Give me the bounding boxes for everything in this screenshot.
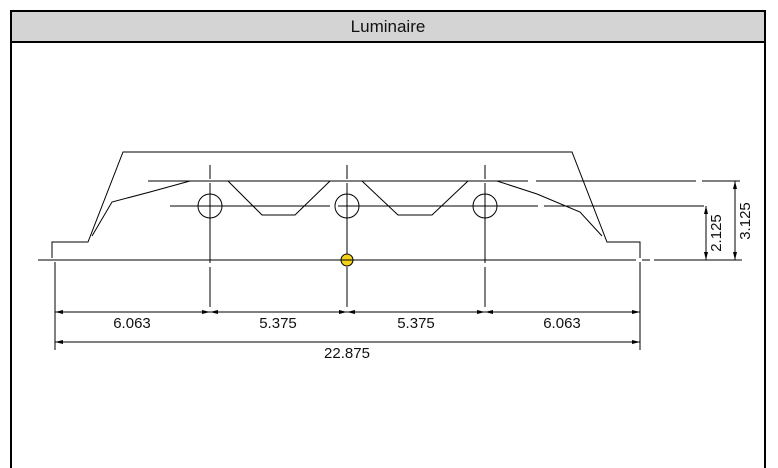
dimension-arrows (55, 181, 737, 344)
housing-outline (51, 151, 641, 258)
overall-width-label: 22.875 (324, 345, 370, 362)
bay-3-label: 5.375 (397, 315, 435, 332)
origin-marker (340, 253, 354, 267)
bay-1-label: 6.063 (113, 315, 151, 332)
panel-title: Luminaire (12, 12, 764, 43)
height-upper-label: 3.125 (737, 202, 754, 240)
bay-4-label: 6.063 (543, 315, 581, 332)
height-lower-label: 2.125 (708, 214, 725, 252)
bay-2-label: 5.375 (259, 315, 297, 332)
luminaire-panel: Luminaire (10, 10, 766, 468)
